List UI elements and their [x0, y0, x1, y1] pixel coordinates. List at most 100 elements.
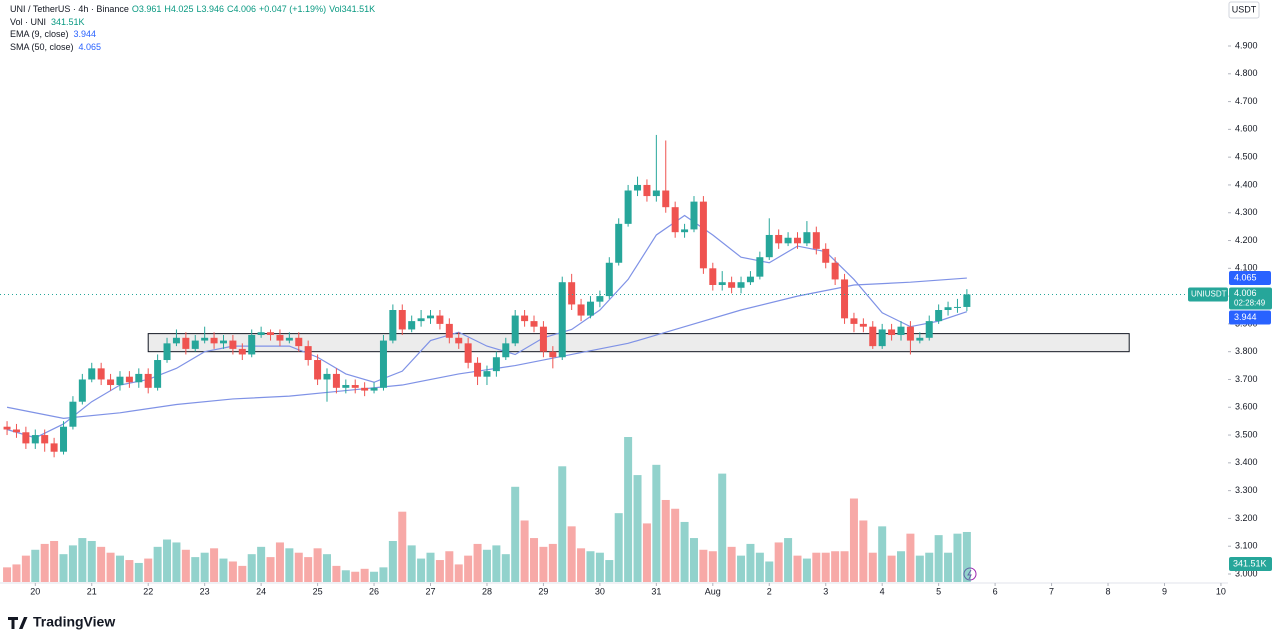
volume-bar	[793, 555, 802, 582]
y-tick-label: 4.300	[1235, 207, 1258, 217]
sma-badge	[1229, 271, 1271, 286]
volume-bar	[812, 552, 821, 582]
x-tick-label: 27	[425, 586, 435, 596]
volume-bar	[953, 533, 962, 582]
candle-body	[88, 368, 96, 380]
volume-bar	[172, 542, 181, 582]
y-tick-label: 4.400	[1235, 179, 1258, 189]
volume-bar	[520, 520, 529, 582]
x-tick-label: 30	[595, 586, 605, 596]
candle-body	[455, 337, 463, 344]
volume-bar	[689, 538, 698, 582]
x-tick-label: 22	[143, 586, 153, 596]
x-tick-label: 31	[651, 586, 661, 596]
volume-bar	[962, 531, 971, 582]
y-tick-label: 4.800	[1235, 68, 1258, 78]
legend-row: SMA (50, close) 4.065	[10, 41, 375, 54]
volume-bar	[200, 552, 209, 582]
volume-bar	[106, 552, 115, 582]
candle-body	[511, 315, 519, 344]
ema-badge	[1229, 310, 1271, 325]
volume-bar	[642, 523, 651, 582]
volume-bar	[238, 565, 247, 582]
candle-body	[859, 323, 867, 327]
candle-body	[784, 237, 792, 244]
x-tick-label: 25	[313, 586, 323, 596]
volume-bar	[492, 545, 501, 582]
candle-body	[906, 326, 914, 341]
y-tick-label: 4.100	[1235, 263, 1258, 273]
currency-box[interactable]	[1228, 1, 1260, 19]
volume-bar	[247, 554, 256, 582]
candle-body	[831, 262, 839, 280]
y-tick-label: 4.500	[1235, 152, 1258, 162]
volume-bar	[802, 558, 811, 582]
x-tick-label: 26	[369, 586, 379, 596]
volume-bar	[530, 538, 539, 582]
volume-bar	[417, 558, 426, 582]
volume-bar	[586, 551, 595, 582]
candle-body	[577, 304, 585, 316]
volume-bar	[181, 549, 190, 582]
symbol-title: UNI / TetherUS · 4h · Binance	[10, 4, 129, 14]
ohlc-value: +0.047 (+1.19%)	[259, 4, 327, 14]
x-tick-label: 28	[482, 586, 492, 596]
volume-bar	[511, 486, 520, 582]
candle-body	[427, 315, 435, 319]
volume-badge	[1229, 556, 1272, 571]
x-tick-label: 9	[1162, 586, 1167, 596]
candle-body	[944, 307, 952, 310]
volume-bar	[849, 498, 858, 582]
y-tick-label: 3.800	[1235, 346, 1258, 356]
volume-bar	[97, 546, 106, 582]
indicator-value: 3.944	[73, 29, 97, 39]
y-tick-label: 3.600	[1235, 402, 1258, 412]
candle-body	[709, 268, 717, 285]
candle-body	[935, 310, 943, 322]
volume-bar	[407, 545, 416, 582]
candle-body	[539, 326, 547, 352]
candle-body	[97, 368, 105, 380]
legend-row: Vol · UNI 341.51K	[10, 16, 375, 29]
candle-body	[182, 337, 190, 349]
volume-bar	[275, 542, 284, 582]
candle-body	[558, 282, 566, 358]
candle-body	[257, 332, 265, 336]
volume-bar	[59, 554, 68, 582]
volume-bar	[257, 546, 266, 582]
candle-body	[718, 282, 726, 285]
volume-bar	[774, 542, 783, 582]
volume-bar	[595, 552, 604, 582]
volume-bar	[577, 548, 586, 582]
ohlc-value: O3.961	[131, 4, 162, 14]
candle-body	[690, 201, 698, 230]
brand-logo	[8, 617, 28, 629]
volume-bar	[501, 554, 510, 582]
x-tick-label: 8	[1106, 586, 1111, 596]
candle-body	[916, 337, 924, 341]
y-tick-label: 3.500	[1235, 429, 1258, 439]
candle-body	[172, 337, 180, 344]
candle-body	[332, 373, 340, 388]
volume-bar	[125, 560, 134, 582]
volume-bar	[718, 473, 727, 582]
volume-bar	[426, 552, 435, 582]
candle-body	[210, 337, 218, 344]
volume-bar	[266, 557, 275, 582]
price-badge-label: 4.006	[1234, 288, 1257, 298]
y-tick-label: 4.700	[1235, 96, 1258, 106]
volume-bar	[906, 533, 915, 582]
volume-bar	[934, 535, 943, 582]
volume-bar	[614, 513, 623, 582]
volume-bar	[219, 558, 228, 582]
candle-body	[436, 315, 444, 324]
candle-body	[850, 318, 858, 324]
candle-body	[643, 184, 651, 197]
volume-bar	[473, 543, 482, 582]
volume-bar	[31, 549, 40, 582]
candle-body	[144, 373, 152, 388]
candle-body	[116, 376, 124, 386]
candle-body	[219, 340, 227, 344]
x-tick-label: 20	[30, 586, 40, 596]
candle-body	[652, 190, 660, 197]
